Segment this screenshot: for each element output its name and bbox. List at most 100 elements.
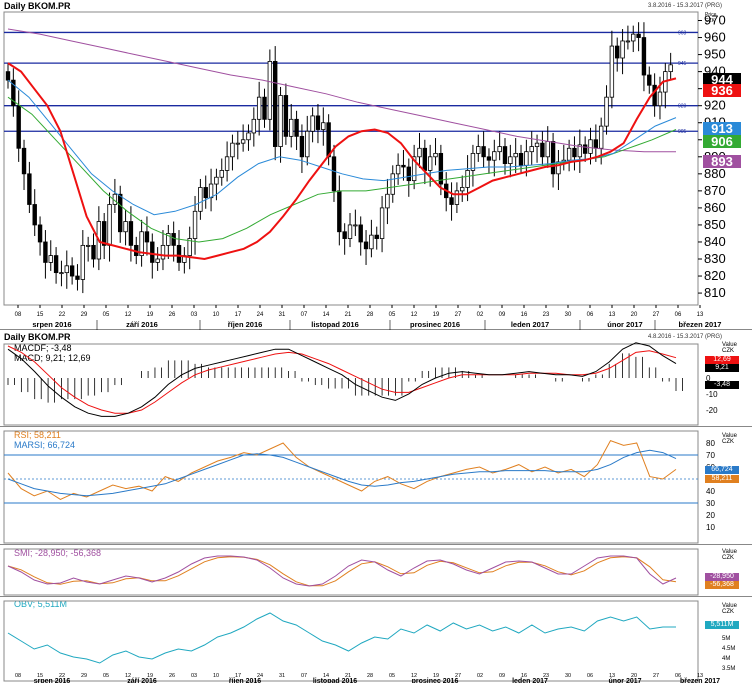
candle-body: [150, 241, 155, 263]
obv-x-tick-label: 05: [389, 673, 395, 679]
candle-body: [16, 105, 21, 149]
x-tick-label: 02: [477, 312, 484, 318]
macd-tag-black: 9,21: [705, 364, 739, 372]
horizontal-level-label: 905: [678, 129, 687, 135]
candle-body: [417, 147, 422, 158]
obv-x-tick-label: 02: [477, 673, 483, 679]
candle-body: [192, 210, 198, 239]
rsi-y-tick-label: 80: [706, 439, 715, 448]
candle-body: [657, 91, 663, 107]
candle-body: [144, 231, 150, 243]
candle-body: [305, 130, 310, 158]
x-tick-label: 05: [103, 312, 110, 318]
candle-body: [374, 234, 379, 239]
smi-legend: SMI; -28,950; -56,368: [14, 548, 102, 558]
candle-body: [155, 258, 160, 263]
y-tick-label: 860: [704, 200, 726, 215]
smi-line: [7, 555, 677, 587]
horizontal-level-label: 945: [678, 61, 687, 67]
obv-line: [7, 612, 676, 664]
tag-ma-green: 906: [703, 135, 741, 148]
candle-body: [615, 45, 620, 59]
candle-body: [470, 152, 476, 171]
obv-plot-frame: [3, 600, 699, 682]
obv-chart: 5M 4.5M 4M 3.5M 08 15 22 29 05 12 19 26 03 10 17 24 31 07…: [3, 600, 735, 683]
candle-body: [139, 231, 144, 256]
obv-x-tick-label: 06: [675, 673, 681, 679]
obv-x-tick-label: 26: [169, 673, 175, 679]
x-tick-label: 20: [631, 312, 638, 318]
candle-body: [379, 207, 385, 239]
obv-panel: OBV; 5,511M Value CZK 5M 4.5M 4M 3.5M 08 15 22…: [0, 597, 752, 683]
y-tick-label: 830: [704, 251, 726, 266]
candle-body: [171, 233, 176, 246]
obv-x-tick-label: 28: [367, 673, 373, 679]
candle-body: [358, 224, 363, 243]
x-tick-label: 14: [323, 312, 330, 318]
candle-body: [246, 132, 251, 141]
candle-body: [433, 152, 438, 158]
obv-month-label: únor 2017: [608, 678, 641, 683]
obv-x-tick-label: 21: [345, 673, 351, 679]
x-tick-label: 13: [697, 312, 704, 318]
month-label: listopad 2016: [311, 320, 359, 329]
candle-body: [363, 241, 369, 250]
y-tick-label: 850: [704, 217, 726, 232]
smi-panel: SMI; -28,950; -56,368 Value CZK -28,950 …: [0, 545, 752, 597]
candle-body: [240, 139, 246, 144]
obv-y-tick-label: 5M: [722, 636, 730, 642]
candle-body: [582, 144, 588, 154]
candle-body: [492, 151, 497, 161]
candle-body: [91, 244, 96, 260]
macd-plot-frame: [3, 343, 699, 426]
y-tick-label: 870: [704, 183, 726, 198]
month-label: říjen 2016: [228, 320, 263, 329]
candle-body: [118, 193, 123, 233]
obv-x-tick-label: 13: [697, 673, 703, 679]
candle-body: [326, 122, 331, 158]
month-label: srpen 2016: [32, 320, 71, 329]
obv-y-tick-label: 4M: [722, 656, 730, 662]
candle-body: [321, 122, 326, 130]
obv-x-tick-label: 29: [81, 673, 87, 679]
y-tick-label: 840: [704, 234, 726, 249]
x-tick-label: 22: [59, 312, 66, 318]
candle-body: [593, 139, 599, 149]
obv-month-label: prosinec 2016: [412, 678, 459, 683]
rsi-line: [7, 439, 677, 500]
x-tick-label: 03: [191, 312, 198, 318]
macd-panel-date-range: 4.8.2016 - 15.3.2017 (PRG): [647, 334, 722, 340]
obv-x-tick-label: 27: [455, 673, 461, 679]
month-label: prosinec 2016: [410, 320, 460, 329]
candle-body: [550, 141, 556, 175]
candle-body: [219, 170, 224, 178]
rsi-y-tick-label: 10: [706, 523, 715, 532]
candle-body: [427, 156, 433, 171]
macd-panel: Daily BKOM.PR 4.8.2016 - 15.3.2017 (PRG)…: [0, 330, 752, 427]
candle-body: [37, 224, 43, 243]
smi-axis-unit: Value CZK: [722, 549, 737, 561]
candle-body: [64, 265, 69, 274]
candle-body: [545, 141, 550, 158]
obv-x-tick-label: 15: [37, 673, 43, 679]
candle-body: [422, 147, 428, 171]
x-tick-label: 26: [169, 312, 176, 318]
macd-tag-hist: -3,48: [705, 381, 739, 389]
candle-body: [401, 164, 406, 168]
candle-body: [529, 146, 534, 153]
rsi-panel: RSI; 58,211 MARSI; 66,724 Value CZK 80 70…: [0, 427, 752, 545]
candle-body: [497, 146, 502, 153]
candle-body: [198, 187, 203, 212]
candle-body: [187, 238, 192, 256]
macd-y-tick-label: -10: [706, 390, 718, 399]
obv-x-tick-label: 05: [103, 673, 109, 679]
month-label: únor 2017: [607, 320, 642, 329]
candle-body: [604, 96, 609, 127]
candle-body: [486, 156, 492, 161]
candle-body: [406, 166, 411, 182]
candle-body: [299, 135, 305, 158]
x-tick-label: 17: [235, 312, 242, 318]
candle-body: [203, 187, 208, 199]
candle-body: [256, 96, 262, 120]
tag-ma-red: 936: [703, 84, 741, 97]
